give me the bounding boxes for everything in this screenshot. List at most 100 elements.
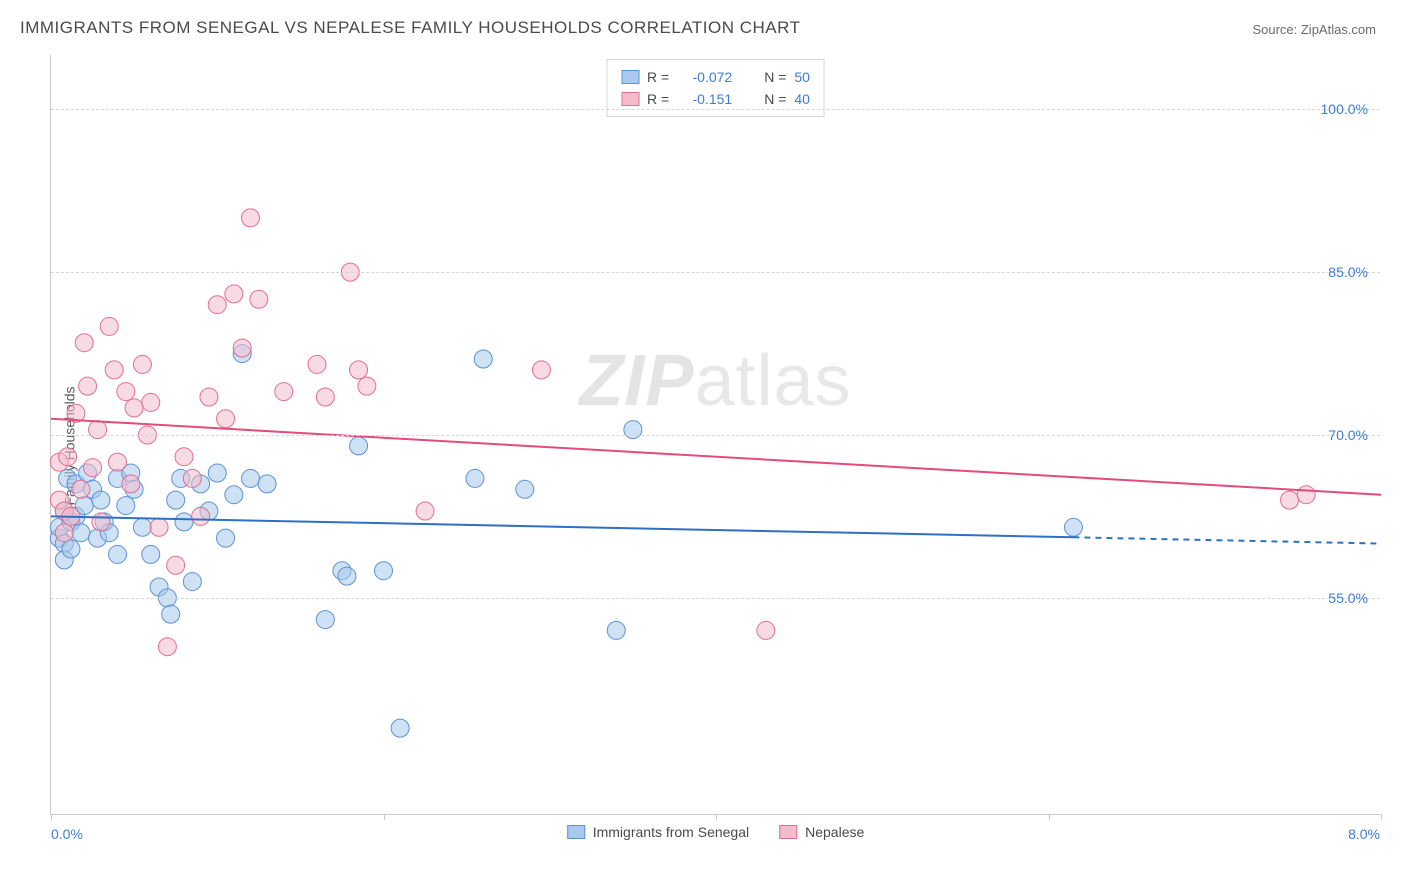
data-point-nepalese [105,361,123,379]
data-point-nepalese [100,317,118,335]
data-point-nepalese [208,296,226,314]
trend-line-senegal [51,516,1073,537]
data-point-senegal [142,545,160,563]
legend-swatch [621,92,639,106]
data-point-senegal [117,497,135,515]
source-attribution: Source: ZipAtlas.com [1252,22,1376,37]
data-point-nepalese [233,339,251,357]
n-value: 50 [794,66,810,88]
data-point-nepalese [225,285,243,303]
data-point-nepalese [242,209,260,227]
data-point-nepalese [150,518,168,536]
trend-line-extrapolated-senegal [1073,537,1381,543]
data-point-nepalese [1281,491,1299,509]
y-tick-label: 85.0% [1328,264,1368,280]
data-point-nepalese [109,453,127,471]
data-point-senegal [316,611,334,629]
data-point-nepalese [75,334,93,352]
data-point-senegal [62,540,80,558]
legend-label: Immigrants from Senegal [593,824,749,840]
x-tick-mark [1049,814,1050,820]
data-point-nepalese [217,410,235,428]
source-label: Source: [1252,22,1300,37]
n-label: N = [764,88,786,110]
x-axis-max-label: 8.0% [1348,826,1380,842]
gridline [51,598,1380,599]
y-tick-label: 100.0% [1321,101,1368,117]
data-point-nepalese [117,383,135,401]
data-point-senegal [162,605,180,623]
data-point-nepalese [167,556,185,574]
data-point-nepalese [122,475,140,493]
data-point-nepalese [79,377,97,395]
gridline [51,272,1380,273]
r-value: -0.072 [677,66,732,88]
data-point-senegal [516,480,534,498]
x-tick-mark [51,814,52,820]
data-point-senegal [466,469,484,487]
data-point-senegal [133,518,151,536]
x-tick-mark [1381,814,1382,820]
n-value: 40 [794,88,810,110]
data-point-nepalese [200,388,218,406]
data-point-nepalese [308,355,326,373]
legend-label: Nepalese [805,824,864,840]
x-axis-min-label: 0.0% [51,826,83,842]
r-label: R = [647,66,669,88]
legend-item-nepalese: Nepalese [779,824,864,840]
data-point-senegal [375,562,393,580]
data-point-nepalese [84,459,102,477]
source-value: ZipAtlas.com [1301,22,1376,37]
data-point-nepalese [192,507,210,525]
data-point-nepalese [350,361,368,379]
data-point-nepalese [358,377,376,395]
data-point-senegal [175,513,193,531]
legend-row-senegal: R = -0.072 N = 50 [621,66,810,88]
data-point-nepalese [158,638,176,656]
data-point-nepalese [1297,486,1315,504]
data-point-senegal [391,719,409,737]
gridline [51,435,1380,436]
data-point-nepalese [183,469,201,487]
data-point-nepalese [72,480,90,498]
y-tick-label: 70.0% [1328,427,1368,443]
data-point-nepalese [175,448,193,466]
r-label: R = [647,88,669,110]
data-point-senegal [225,486,243,504]
data-point-senegal [338,567,356,585]
data-point-nepalese [316,388,334,406]
data-point-nepalese [59,448,77,466]
y-tick-label: 55.0% [1328,590,1368,606]
data-point-senegal [183,573,201,591]
data-point-senegal [208,464,226,482]
data-point-nepalese [275,383,293,401]
data-point-nepalese [250,290,268,308]
plot-area: ZIPatlas R =-0.072N =50R =-0.151N =40 55… [50,55,1380,815]
data-point-senegal [167,491,185,509]
data-point-nepalese [125,399,143,417]
legend-swatch [779,825,797,839]
data-point-senegal [92,491,110,509]
data-point-senegal [474,350,492,368]
data-point-senegal [72,524,90,542]
data-point-senegal [242,469,260,487]
n-label: N = [764,66,786,88]
data-point-nepalese [532,361,550,379]
data-point-nepalese [757,621,775,639]
data-point-nepalese [55,524,73,542]
data-point-senegal [217,529,235,547]
data-point-senegal [109,545,127,563]
legend-swatch [621,70,639,84]
legend-swatch [567,825,585,839]
legend-row-nepalese: R = -0.151 N = 40 [621,88,810,110]
r-value: -0.151 [677,88,732,110]
data-point-senegal [258,475,276,493]
data-point-nepalese [92,513,110,531]
data-point-nepalese [142,393,160,411]
data-point-senegal [1064,518,1082,536]
data-point-nepalese [416,502,434,520]
legend-item-senegal: Immigrants from Senegal [567,824,749,840]
chart-title: IMMIGRANTS FROM SENEGAL VS NEPALESE FAMI… [20,18,801,38]
gridline [51,109,1380,110]
x-tick-mark [384,814,385,820]
